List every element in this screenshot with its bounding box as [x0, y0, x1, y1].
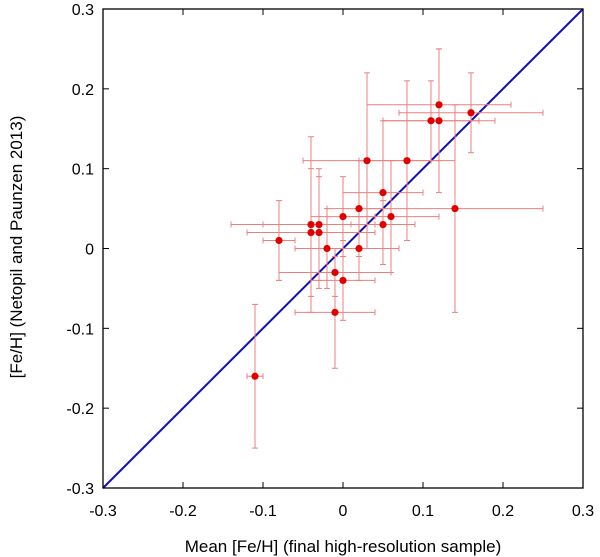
x-tick-label: 0.2 — [492, 503, 514, 520]
y-axis-title: [Fe/H] (Netopil and Paunzen 2013) — [7, 116, 26, 379]
data-point-21 — [451, 204, 459, 213]
data-point-12 — [355, 244, 363, 253]
data-points-layer — [251, 101, 475, 380]
data-point-20 — [435, 101, 443, 109]
data-point-10 — [339, 212, 347, 221]
data-point-13 — [363, 157, 371, 165]
y-tick-label: -0.3 — [66, 481, 94, 498]
x-tick-label: -0.2 — [169, 503, 197, 520]
data-point-11 — [355, 204, 363, 213]
data-point-9 — [339, 276, 347, 285]
data-point-15 — [379, 189, 387, 197]
data-point-16 — [387, 212, 395, 221]
data-point-3 — [307, 228, 315, 237]
y-tick-label: 0.3 — [72, 2, 94, 19]
data-point-0 — [251, 372, 259, 380]
data-point-6 — [323, 244, 331, 253]
y-axis-ticks: -0.3 -0.2 -0.1 0 0.1 0.2 0.3 — [66, 2, 583, 498]
x-tick-label: -0.3 — [89, 503, 117, 520]
data-point-4 — [315, 220, 323, 229]
data-point-22 — [467, 109, 475, 117]
y-tick-label: 0.2 — [72, 82, 94, 99]
x-tick-label: 0.3 — [572, 503, 594, 520]
x-axis-ticks: -0.3 -0.2 -0.1 0 0.1 0.2 0.3 — [89, 9, 594, 520]
y-tick-label: -0.1 — [66, 321, 94, 338]
x-tick-label: 0.1 — [412, 503, 434, 520]
data-point-8 — [331, 308, 339, 316]
x-tick-label: -0.1 — [249, 503, 277, 520]
y-tick-label: -0.2 — [66, 401, 94, 418]
y-tick-label: 0 — [85, 242, 94, 259]
errorbar-layer — [230, 48, 544, 449]
data-point-5 — [315, 228, 323, 237]
data-point-1 — [275, 236, 283, 245]
x-tick-label: 0 — [339, 503, 348, 520]
y-tick-label: 0.1 — [72, 162, 94, 179]
data-point-7 — [331, 268, 339, 277]
data-point-19 — [435, 117, 443, 125]
data-point-14 — [379, 220, 387, 229]
x-axis-title: Mean [Fe/H] (final high-resolution sampl… — [185, 537, 502, 556]
data-point-17 — [403, 157, 411, 165]
data-point-2 — [307, 220, 315, 229]
data-point-18 — [427, 117, 435, 125]
